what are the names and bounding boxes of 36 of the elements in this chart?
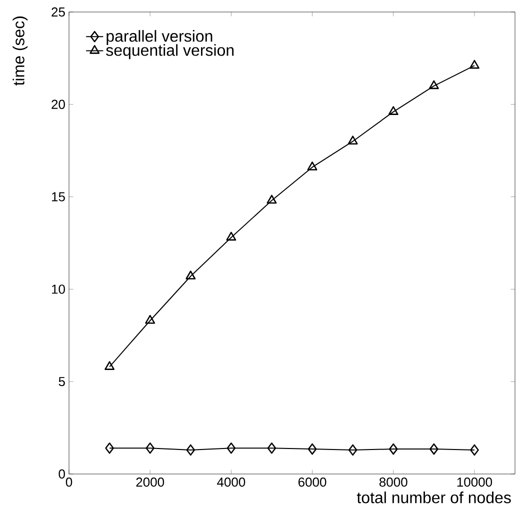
point xyxy=(186,444,196,456)
y-tick-label: 0 xyxy=(58,469,65,479)
x-tick-label: 6000 xyxy=(298,478,326,487)
point xyxy=(388,106,398,115)
point xyxy=(308,443,317,455)
point xyxy=(186,270,196,280)
x-tick-label: 10000 xyxy=(457,478,492,487)
point xyxy=(104,361,115,370)
point xyxy=(348,444,358,456)
point xyxy=(267,442,276,454)
x-tick-label: 8000 xyxy=(379,478,408,487)
point xyxy=(469,60,480,69)
y-tick-label: 25 xyxy=(52,7,65,17)
y-tick-label: 15 xyxy=(52,192,65,202)
point xyxy=(470,444,479,456)
x-tick-label: 0 xyxy=(66,478,72,487)
legend-label: sequential version xyxy=(106,44,234,60)
point xyxy=(388,443,398,455)
point xyxy=(226,232,236,241)
point xyxy=(146,442,154,454)
point xyxy=(145,314,156,324)
x-tick-label: 4000 xyxy=(217,478,246,487)
y-axis-title: time (sec) xyxy=(12,16,28,86)
point xyxy=(105,442,114,454)
point xyxy=(348,136,358,145)
y-tick-label: 10 xyxy=(52,284,65,294)
point xyxy=(307,162,318,170)
y-tick-label: 5 xyxy=(58,377,65,386)
point xyxy=(430,443,438,455)
point xyxy=(428,80,439,90)
point xyxy=(226,442,236,454)
legend-label: parallel version xyxy=(106,30,212,45)
x-axis-title: total number of nodes xyxy=(356,492,511,504)
y-tick-label: 20 xyxy=(52,100,65,109)
x-tick-label: 2000 xyxy=(136,478,164,487)
point xyxy=(266,194,277,204)
